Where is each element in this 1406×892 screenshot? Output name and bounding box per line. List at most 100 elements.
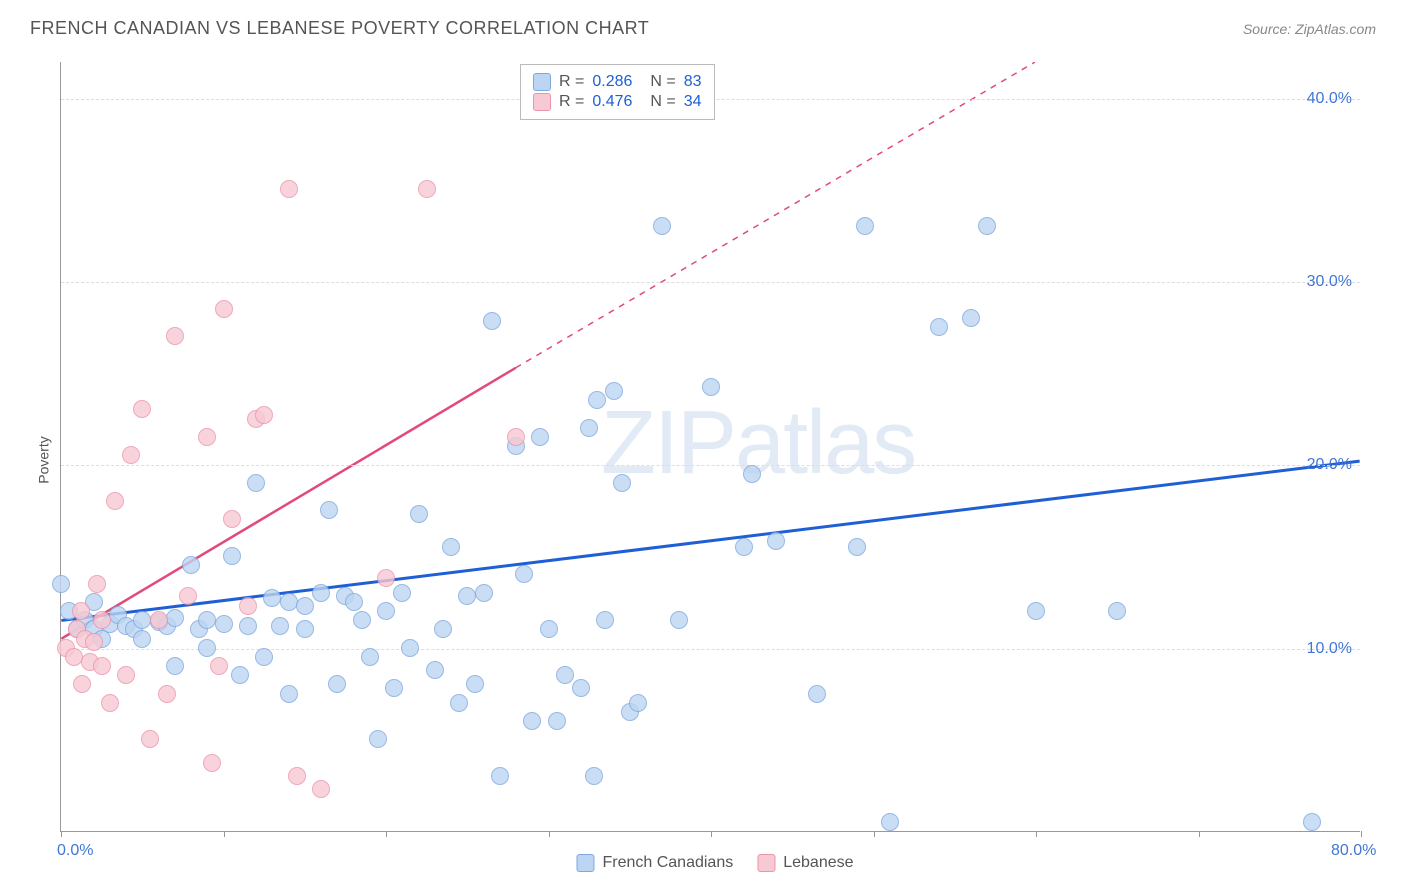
data-point bbox=[141, 730, 159, 748]
data-point bbox=[548, 712, 566, 730]
legend-swatch-blue bbox=[533, 73, 551, 91]
data-point bbox=[962, 309, 980, 327]
data-point bbox=[215, 615, 233, 633]
data-point bbox=[158, 685, 176, 703]
n-value: 34 bbox=[684, 93, 702, 111]
xtick bbox=[61, 831, 62, 837]
data-point bbox=[588, 391, 606, 409]
data-point bbox=[978, 217, 996, 235]
data-point bbox=[166, 327, 184, 345]
data-point bbox=[239, 597, 257, 615]
legend-label: Lebanese bbox=[783, 854, 853, 872]
data-point bbox=[653, 217, 671, 235]
data-point bbox=[122, 446, 140, 464]
legend-label: French Canadians bbox=[602, 854, 733, 872]
correlation-legend: R = 0.286 N = 83 R = 0.476 N = 34 bbox=[520, 64, 715, 120]
data-point bbox=[296, 597, 314, 615]
data-point bbox=[328, 675, 346, 693]
data-point bbox=[247, 474, 265, 492]
data-point bbox=[767, 532, 785, 550]
data-point bbox=[475, 584, 493, 602]
data-point bbox=[670, 611, 688, 629]
gridline bbox=[61, 465, 1360, 466]
legend-swatch-pink bbox=[533, 93, 551, 111]
data-point bbox=[531, 428, 549, 446]
data-point bbox=[182, 556, 200, 574]
data-point bbox=[450, 694, 468, 712]
data-point bbox=[1027, 602, 1045, 620]
data-point bbox=[434, 620, 452, 638]
data-point bbox=[106, 492, 124, 510]
data-point bbox=[280, 180, 298, 198]
data-point bbox=[540, 620, 558, 638]
data-point bbox=[507, 428, 525, 446]
data-point bbox=[93, 657, 111, 675]
data-point bbox=[442, 538, 460, 556]
data-point bbox=[133, 630, 151, 648]
data-point bbox=[166, 657, 184, 675]
xtick bbox=[1199, 831, 1200, 837]
data-point bbox=[320, 501, 338, 519]
legend-row: R = 0.476 N = 34 bbox=[533, 93, 702, 111]
xtick bbox=[874, 831, 875, 837]
data-point bbox=[203, 754, 221, 772]
ytick-label: 40.0% bbox=[1307, 90, 1352, 108]
source-label: Source: ZipAtlas.com bbox=[1243, 21, 1376, 37]
data-point bbox=[85, 633, 103, 651]
data-point bbox=[361, 648, 379, 666]
data-point bbox=[353, 611, 371, 629]
xtick bbox=[549, 831, 550, 837]
ytick-label: 30.0% bbox=[1307, 273, 1352, 291]
gridline bbox=[61, 282, 1360, 283]
data-point bbox=[88, 575, 106, 593]
data-point bbox=[596, 611, 614, 629]
data-point bbox=[72, 602, 90, 620]
legend-swatch-blue bbox=[576, 854, 594, 872]
n-value: 83 bbox=[684, 73, 702, 91]
data-point bbox=[393, 584, 411, 602]
data-point bbox=[117, 666, 135, 684]
data-point bbox=[263, 589, 281, 607]
data-point bbox=[377, 569, 395, 587]
data-point bbox=[296, 620, 314, 638]
data-point bbox=[280, 685, 298, 703]
data-point bbox=[288, 767, 306, 785]
xtick-label: 0.0% bbox=[57, 842, 93, 860]
data-point bbox=[369, 730, 387, 748]
data-point bbox=[101, 694, 119, 712]
legend-item: French Canadians bbox=[576, 854, 733, 872]
data-point bbox=[848, 538, 866, 556]
xtick-label: 80.0% bbox=[1331, 842, 1376, 860]
plot-area: ZIPatlas 10.0%20.0%30.0%40.0%0.0%80.0% bbox=[60, 62, 1360, 832]
data-point bbox=[1303, 813, 1321, 831]
data-point bbox=[52, 575, 70, 593]
data-point bbox=[856, 217, 874, 235]
data-point bbox=[930, 318, 948, 336]
data-point bbox=[385, 679, 403, 697]
xtick bbox=[711, 831, 712, 837]
xtick bbox=[224, 831, 225, 837]
data-point bbox=[377, 602, 395, 620]
data-point bbox=[150, 611, 168, 629]
data-point bbox=[735, 538, 753, 556]
xtick bbox=[386, 831, 387, 837]
ytick-label: 20.0% bbox=[1307, 456, 1352, 474]
yaxis-label: Poverty bbox=[36, 436, 52, 483]
data-point bbox=[223, 510, 241, 528]
data-point bbox=[166, 609, 184, 627]
data-point bbox=[881, 813, 899, 831]
series-legend: French Canadians Lebanese bbox=[576, 854, 853, 872]
chart-title: FRENCH CANADIAN VS LEBANESE POVERTY CORR… bbox=[30, 18, 649, 39]
data-point bbox=[271, 617, 289, 635]
data-point bbox=[466, 675, 484, 693]
data-point bbox=[605, 382, 623, 400]
ytick-label: 10.0% bbox=[1307, 640, 1352, 658]
data-point bbox=[223, 547, 241, 565]
data-point bbox=[743, 465, 761, 483]
data-point bbox=[255, 406, 273, 424]
legend-row: R = 0.286 N = 83 bbox=[533, 73, 702, 91]
data-point bbox=[418, 180, 436, 198]
data-point bbox=[458, 587, 476, 605]
r-value: 0.286 bbox=[592, 73, 632, 91]
data-point bbox=[93, 611, 111, 629]
